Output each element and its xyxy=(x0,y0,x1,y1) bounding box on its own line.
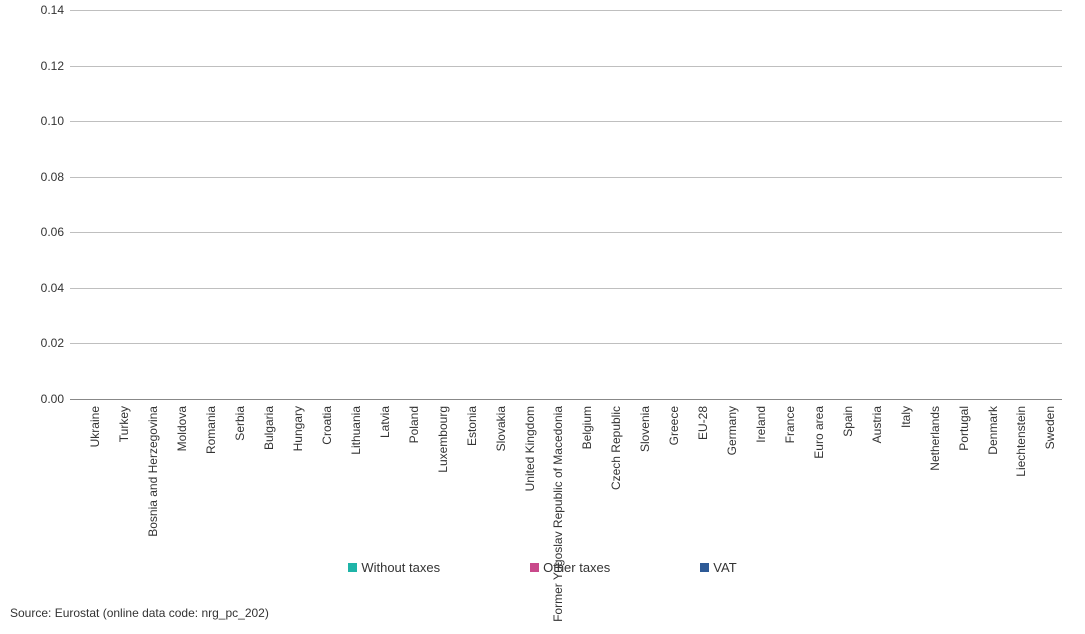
source-caption: Source: Eurostat (online data code: nrg_… xyxy=(10,606,269,620)
y-tick-label: 0.02 xyxy=(41,336,64,350)
bar-slot xyxy=(190,10,219,399)
bars-wrap xyxy=(70,10,1062,399)
x-tick-label: Hungary xyxy=(291,406,305,451)
y-tick-label: 0.06 xyxy=(41,225,64,239)
x-tick-label: Poland xyxy=(407,406,421,443)
bar-slot xyxy=(566,10,595,399)
legend-label: Without taxes xyxy=(361,560,440,575)
legend: Without taxes Other taxes VAT xyxy=(0,560,1085,575)
legend-item-without_taxes: Without taxes xyxy=(348,560,440,575)
x-tick-label: Greece xyxy=(667,406,681,445)
y-tick-label: 0.12 xyxy=(41,59,64,73)
x-tick-label: Latvia xyxy=(378,406,392,438)
x-tick-label: Austria xyxy=(870,406,884,443)
bar-slot xyxy=(595,10,624,399)
x-tick-label: Slovenia xyxy=(638,406,652,452)
bar-slot xyxy=(161,10,190,399)
legend-swatch xyxy=(530,563,539,572)
legend-swatch xyxy=(700,563,709,572)
bar-slot xyxy=(363,10,392,399)
x-tick-label: Turkey xyxy=(117,406,131,442)
x-tick-label: Spain xyxy=(841,406,855,437)
bar-slot xyxy=(508,10,537,399)
bar-slot xyxy=(277,10,306,399)
bar-slot xyxy=(479,10,508,399)
y-tick-label: 0.14 xyxy=(41,3,64,17)
x-tick-label: Luxembourg xyxy=(436,406,450,473)
bar-slot xyxy=(884,10,913,399)
x-tick-label: Denmark xyxy=(986,406,1000,455)
bar-slot xyxy=(392,10,421,399)
y-tick-label: 0.04 xyxy=(41,281,64,295)
x-tick-label: Bulgaria xyxy=(262,406,276,450)
x-tick-label: Portugal xyxy=(957,406,971,451)
bar-slot xyxy=(1029,10,1058,399)
x-tick-label: Croatia xyxy=(320,406,334,445)
x-tick-label: Sweden xyxy=(1043,406,1057,449)
legend-label: Other taxes xyxy=(543,560,610,575)
x-tick-label: Ireland xyxy=(754,406,768,443)
bar-slot xyxy=(855,10,884,399)
x-tick-label: Former Yugoslav Republic of Macedonia xyxy=(551,406,565,622)
legend-swatch xyxy=(348,563,357,572)
y-tick-label: 0.08 xyxy=(41,170,64,184)
x-tick-label: Euro area xyxy=(812,406,826,459)
bar-slot xyxy=(450,10,479,399)
bar-slot xyxy=(1000,10,1029,399)
x-tick-label: Netherlands xyxy=(928,406,942,471)
bar-slot xyxy=(421,10,450,399)
bar-slot xyxy=(537,10,566,399)
legend-item-vat: VAT xyxy=(700,560,736,575)
bar-slot xyxy=(826,10,855,399)
x-tick-label: Serbia xyxy=(233,406,247,441)
x-tick-label: Liechtenstein xyxy=(1014,406,1028,477)
bar-slot xyxy=(711,10,740,399)
x-tick-label: Italy xyxy=(899,406,913,428)
x-tick-label: France xyxy=(783,406,797,443)
bar-slot xyxy=(334,10,363,399)
bar-slot xyxy=(769,10,798,399)
bar-slot xyxy=(913,10,942,399)
x-tick-label: Lithuania xyxy=(349,406,363,455)
x-tick-label: Belgium xyxy=(580,406,594,449)
bar-slot xyxy=(248,10,277,399)
bar-slot xyxy=(306,10,335,399)
x-tick-label: Estonia xyxy=(465,406,479,446)
legend-item-other_taxes: Other taxes xyxy=(530,560,610,575)
x-tick-label: Ukraine xyxy=(88,406,102,447)
bar-slot xyxy=(942,10,971,399)
legend-label: VAT xyxy=(713,560,736,575)
x-tick-label: Bosnia and Herzegovina xyxy=(146,406,160,537)
bar-slot xyxy=(74,10,103,399)
bar-slot xyxy=(971,10,1000,399)
x-tick-label: EU-28 xyxy=(696,406,710,440)
x-tick-label: Moldova xyxy=(175,406,189,451)
bar-slot xyxy=(740,10,769,399)
bar-slot xyxy=(624,10,653,399)
bar-slot xyxy=(682,10,711,399)
x-tick-label: Czech Republic xyxy=(609,406,623,490)
x-tick-label: United Kingdom xyxy=(523,406,537,491)
x-tick-label: Germany xyxy=(725,406,739,455)
bar-slot xyxy=(103,10,132,399)
y-tick-label: 0.10 xyxy=(41,114,64,128)
bar-slot xyxy=(653,10,682,399)
x-tick-label: Romania xyxy=(204,406,218,454)
chart-container: 0.000.020.040.060.080.100.120.14 Ukraine… xyxy=(22,10,1062,420)
x-tick-label: Slovakia xyxy=(494,406,508,451)
bar-slot xyxy=(797,10,826,399)
bar-slot xyxy=(219,10,248,399)
bar-slot xyxy=(132,10,161,399)
y-tick-label: 0.00 xyxy=(41,392,64,406)
plot-area: 0.000.020.040.060.080.100.120.14 xyxy=(70,10,1062,400)
